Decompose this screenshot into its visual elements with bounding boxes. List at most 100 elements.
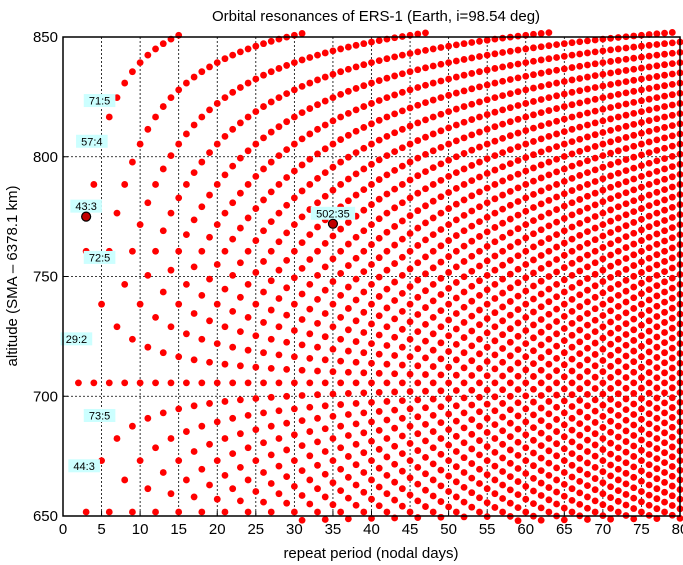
resonance-point (607, 240, 614, 248)
resonance-point (645, 369, 653, 376)
resonance-point (452, 478, 460, 486)
resonance-point (568, 438, 576, 446)
resonance-point (560, 115, 568, 123)
resonance-point (560, 385, 568, 393)
resonance-point (483, 228, 491, 236)
resonance-point (568, 39, 576, 47)
resonance-point (638, 363, 645, 371)
resonance-point (445, 91, 453, 99)
resonance-point (491, 65, 499, 72)
resonance-point (638, 258, 645, 266)
resonance-point (560, 103, 568, 110)
resonance-annotation: 502:35 (310, 206, 356, 229)
resonance-point (337, 465, 345, 473)
resonance-point (275, 152, 283, 160)
resonance-point (499, 495, 507, 502)
resonance-point (584, 109, 591, 117)
x-tick-label: 10 (132, 521, 149, 538)
resonance-point (483, 125, 491, 133)
resonance-point (514, 319, 522, 327)
resonance-point (630, 315, 638, 323)
resonance-point (653, 271, 661, 279)
resonance-point (260, 40, 267, 48)
resonance-point (414, 430, 422, 438)
resonance-point (599, 152, 607, 160)
resonance-point (398, 432, 406, 440)
resonance-point (661, 40, 668, 48)
resonance-point (638, 75, 645, 83)
resonance-point (298, 442, 306, 450)
resonance-point (514, 88, 522, 96)
resonance-point (468, 39, 476, 46)
resonance-point (584, 321, 591, 329)
resonance-point (591, 119, 599, 127)
resonance-point (391, 166, 399, 174)
resonance-point (591, 36, 599, 44)
resonance-point (668, 70, 676, 78)
resonance-point (360, 508, 368, 516)
resonance-point (236, 463, 244, 471)
resonance-point (283, 174, 291, 181)
resonance-point (398, 271, 406, 279)
resonance-point (321, 379, 329, 387)
resonance-point (175, 300, 183, 308)
resonance-point (491, 123, 499, 131)
resonance-point (422, 133, 429, 141)
resonance-point (483, 111, 491, 118)
resonance-point (468, 131, 476, 139)
resonance-point (638, 237, 645, 244)
resonance-point (661, 498, 668, 506)
resonance-point (429, 79, 437, 87)
resonance-point (545, 385, 553, 393)
resonance-point (391, 72, 399, 80)
resonance-point (275, 351, 283, 359)
annotation-label: 57:4 (81, 136, 102, 148)
resonance-point (668, 344, 676, 352)
resonance-point (584, 157, 591, 165)
x-tick-label: 75 (633, 521, 650, 538)
resonance-point (321, 310, 329, 317)
resonance-point (290, 300, 298, 308)
resonance-point (414, 119, 422, 127)
resonance-point (260, 319, 267, 326)
resonance-point (406, 440, 414, 447)
resonance-point (252, 269, 260, 276)
resonance-point (506, 270, 514, 278)
resonance-point (422, 486, 429, 494)
resonance-point (422, 320, 429, 328)
resonance-point (422, 371, 429, 378)
resonance-point (614, 181, 622, 188)
resonance-point (375, 350, 383, 358)
resonance-point (661, 409, 668, 417)
resonance-point (560, 227, 568, 235)
resonance-point (506, 499, 514, 507)
resonance-point (630, 494, 638, 502)
resonance-point (607, 34, 614, 42)
resonance-point (545, 422, 553, 430)
resonance-point (630, 262, 638, 269)
resonance-point (406, 140, 414, 148)
resonance-point (522, 59, 530, 66)
resonance-point (622, 134, 630, 141)
resonance-point (607, 395, 614, 403)
resonance-point (236, 259, 244, 267)
resonance-point (206, 275, 213, 283)
resonance-point (476, 158, 483, 166)
resonance-point (406, 176, 414, 184)
resonance-point (638, 290, 645, 298)
resonance-point (622, 189, 630, 197)
resonance-point (599, 94, 607, 102)
resonance-point (190, 402, 198, 410)
resonance-point (499, 413, 507, 421)
resonance-point (244, 444, 252, 452)
resonance-point (314, 150, 321, 158)
resonance-point (607, 417, 614, 425)
resonance-point (206, 400, 213, 407)
resonance-point (576, 123, 584, 131)
resonance-point (337, 90, 345, 98)
resonance-point (607, 126, 614, 134)
resonance-point (468, 503, 476, 511)
resonance-point (460, 196, 468, 204)
resonance-point (337, 379, 345, 387)
resonance-point (383, 379, 391, 387)
